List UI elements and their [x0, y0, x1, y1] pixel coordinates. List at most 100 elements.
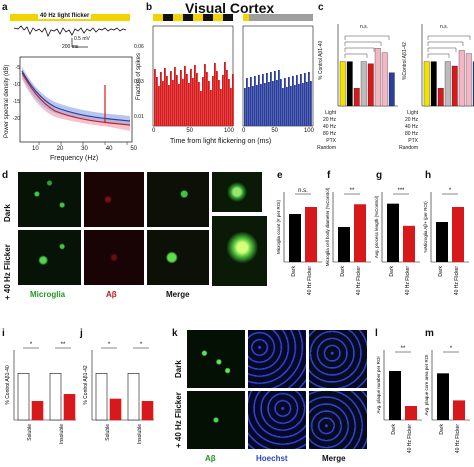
j-xtick: Insoluble	[137, 424, 143, 444]
f-ylabel: Microglia cell body diameter (%Control)	[325, 187, 330, 266]
b-red-bar	[212, 76, 214, 126]
b-red-bar	[156, 77, 158, 126]
b-red-bar	[186, 74, 188, 126]
l-xtick: 40 Hz Flicker	[407, 424, 413, 454]
c-bar	[423, 61, 430, 107]
panel-f-label: f	[327, 170, 331, 181]
flicker-banner-label: 40 Hz light flicker	[38, 13, 92, 19]
f-xtick: Dark	[340, 266, 346, 277]
j-sig: *	[108, 342, 111, 348]
b-blue-bar	[310, 81, 312, 126]
c-row: Light	[407, 110, 418, 116]
d-microglia-flicker	[18, 230, 81, 285]
b-xtick: 0	[152, 128, 156, 134]
i-bar	[63, 394, 76, 421]
m-xtick: Dark	[439, 424, 445, 435]
k-merge-dark	[309, 330, 367, 388]
scale-voltage: 0.5 mV	[74, 36, 90, 42]
panel-i-label: i	[2, 328, 5, 339]
b-red-bar	[178, 84, 180, 126]
e-bar	[289, 214, 301, 262]
scale-time: 200 ms	[62, 44, 79, 50]
g-bar	[387, 203, 399, 262]
b-blue-bar	[308, 72, 310, 126]
e-bar	[305, 207, 317, 262]
b-xtick: 100	[303, 128, 314, 134]
b-red-bar	[184, 66, 186, 126]
panel-c-bars	[337, 24, 474, 107]
small-bar-charts: Dark 40 Hz Flicker n.s. Microglia count (# …	[276, 187, 469, 296]
b-red-bar	[200, 91, 202, 126]
b-red-bar	[170, 71, 172, 126]
d-merge-flicker	[147, 230, 209, 285]
b-red-bar	[208, 81, 210, 126]
b-red-bar	[216, 71, 218, 126]
g-bar	[403, 225, 415, 262]
b-red-bar	[176, 75, 178, 126]
i-sig: *	[30, 342, 33, 348]
i-xtick: Soluble	[27, 424, 33, 441]
c-row: 20 Hz	[322, 117, 336, 123]
b-red-bar	[174, 67, 176, 126]
h-bar	[452, 207, 464, 262]
g-xtick: 40 Hz Flicker	[405, 266, 411, 296]
l-xtick: Dark	[391, 424, 397, 435]
panel-k-label: k	[172, 328, 178, 339]
c-bar	[430, 61, 437, 107]
panel-j-label: j	[80, 328, 83, 339]
c-bar	[388, 72, 395, 107]
b-red-bar	[164, 68, 166, 126]
psd-ytick: -20	[12, 116, 20, 122]
d-merge-dark	[147, 172, 209, 227]
k-row-dark: Dark	[174, 360, 183, 378]
b-blue-bar	[304, 73, 306, 126]
c-row: PTX	[326, 138, 336, 144]
b-red-bar	[222, 75, 224, 126]
b-red-bar	[158, 86, 160, 126]
m-xtick: 40 Hz Flicker	[455, 424, 461, 454]
c-ylabel-left: % Control Aβ1-40	[318, 40, 324, 80]
l-bar	[389, 371, 401, 420]
h-ylabel: %Microglia Aβ+ (per ROI)	[423, 201, 428, 253]
h-xtick: 40 Hz Flicker	[454, 266, 460, 296]
b-blue-bar	[250, 77, 252, 126]
b-blue-bar	[264, 83, 266, 126]
b-blue-bar	[286, 87, 288, 126]
psd-xtick: 50	[130, 146, 137, 152]
b-red-bar	[162, 81, 164, 126]
k-hoechst-dark	[248, 330, 306, 388]
d-abeta-dark	[84, 172, 144, 227]
b-blue-bar	[290, 86, 292, 126]
b-red-bar	[188, 83, 190, 126]
b-red-bar	[160, 72, 162, 126]
b-blue-bar	[262, 74, 264, 126]
m-ylabel: Avg. plaque core area per ROI	[424, 355, 429, 416]
b-red-bar	[198, 82, 200, 126]
b-red-bar	[192, 78, 194, 126]
i-bar	[49, 373, 62, 421]
b-red-bar	[194, 65, 196, 126]
b-red-bar	[232, 74, 234, 126]
figure-title: Visual Cortex	[185, 0, 275, 16]
panel-h-label: h	[425, 170, 432, 181]
m-sig: *	[450, 346, 453, 352]
k-col-merge: Merge	[322, 454, 346, 463]
l-sig: **	[401, 346, 406, 352]
f-bar	[338, 227, 350, 262]
elisa-bar-charts: Soluble*Insoluble**% Control Aβ1-40Solub…	[5, 342, 154, 444]
c-row: 40 Hz	[322, 124, 336, 130]
psd-ytick: -5	[15, 65, 20, 71]
b-red-bar	[172, 80, 174, 126]
h-bar	[436, 222, 448, 262]
f-bar	[354, 204, 366, 262]
b-red-bar	[206, 72, 208, 126]
plaque-bar-charts: Dark 40 Hz Flicker ** Avg. plaque number pe…	[376, 346, 470, 454]
spike-histograms	[152, 14, 314, 127]
b-blue-bar	[280, 79, 282, 126]
e-xtick: 40 Hz Flicker	[307, 266, 313, 296]
d-col-microglia: Microglia	[30, 290, 66, 299]
b-red-bar	[190, 69, 192, 126]
b-red-bar	[180, 70, 182, 126]
b-red-bar	[220, 89, 222, 126]
c-bar	[458, 50, 465, 107]
